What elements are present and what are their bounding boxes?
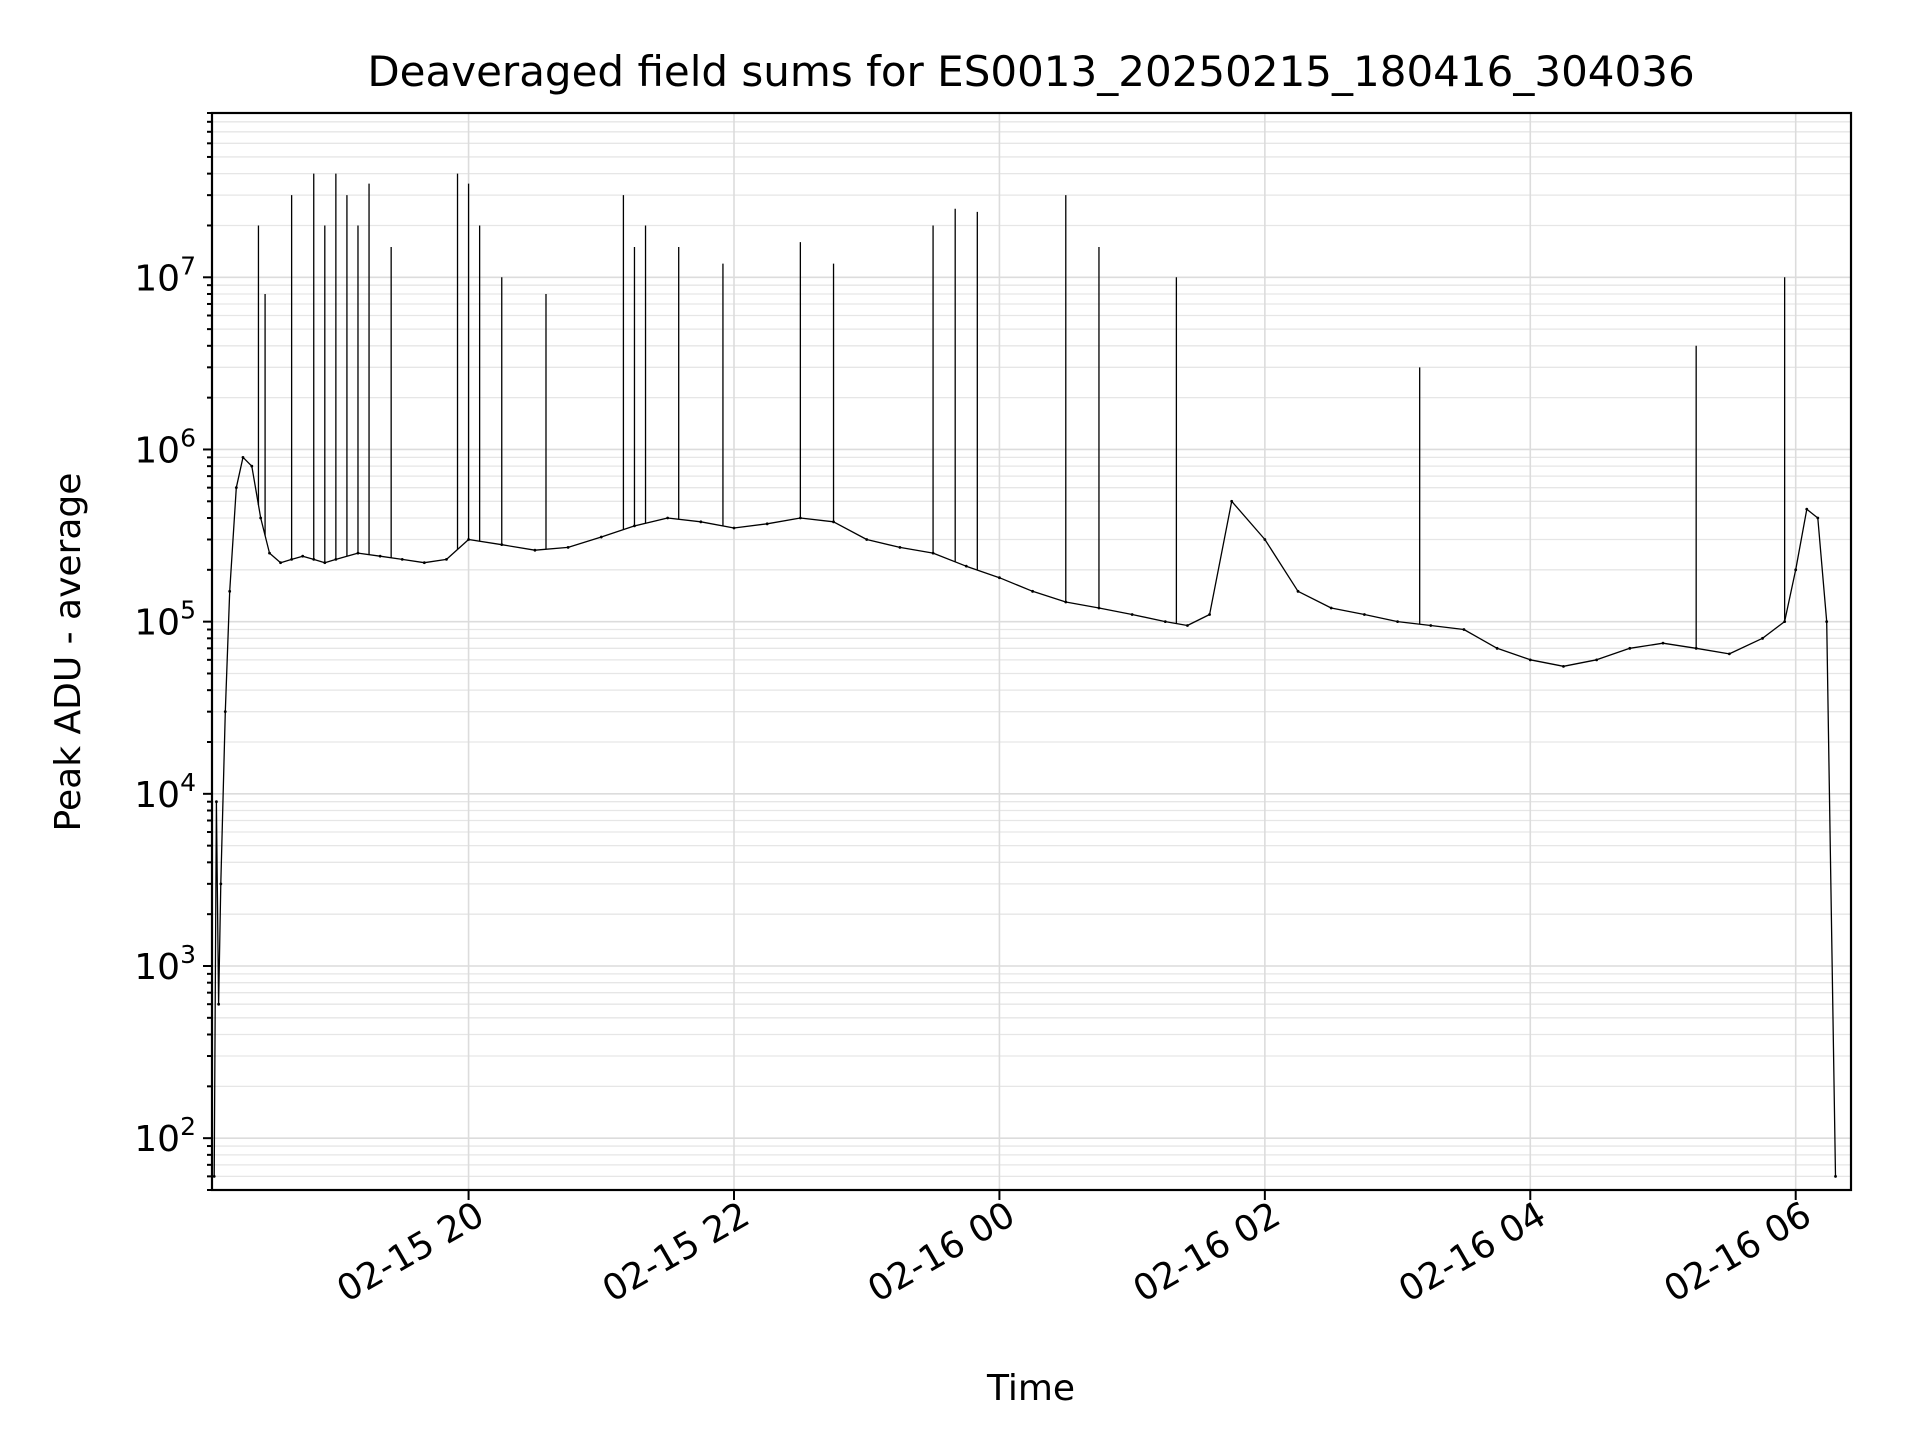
data-point	[1186, 624, 1189, 627]
data-point	[1816, 516, 1820, 520]
x-tick-label: 02-15 22	[596, 1194, 757, 1310]
y-tick-label: 104	[134, 768, 196, 816]
data-point	[250, 464, 254, 468]
series-line	[213, 456, 1837, 1177]
data-point	[422, 561, 426, 565]
data-point	[1130, 613, 1134, 616]
x-tick-label: 02-15 20	[330, 1194, 491, 1310]
data-point	[1805, 507, 1809, 511]
data-point	[259, 516, 263, 520]
data-point	[533, 548, 537, 552]
data-point	[241, 455, 245, 459]
data-point	[234, 486, 238, 490]
data-point	[1528, 658, 1532, 662]
x-tick-label: 02-16 00	[861, 1194, 1022, 1310]
data-point	[219, 882, 223, 886]
data-point	[765, 522, 769, 526]
data-point	[1296, 589, 1300, 593]
data-point	[1794, 568, 1798, 572]
data-point	[1495, 646, 1499, 650]
data-point	[1396, 620, 1399, 624]
data-point	[1031, 589, 1035, 593]
data-point	[1230, 499, 1234, 503]
data-point	[400, 557, 404, 561]
data-point	[1429, 624, 1433, 627]
grid	[212, 112, 1851, 1191]
y-axis: 102 103 104 105 106 107	[134, 112, 212, 1191]
data-point	[1562, 664, 1565, 668]
data-point	[217, 1002, 221, 1006]
y-tick-label: 106	[134, 423, 196, 471]
data-point	[1825, 620, 1829, 624]
data-point	[699, 520, 703, 524]
y-tick-label: 103	[134, 940, 196, 988]
data-point	[223, 710, 227, 714]
data-point	[666, 516, 670, 520]
data-point	[1595, 658, 1599, 662]
x-axis: 02-15 20 02-15 22 02-16 00 02-16 02 02-16 04…	[330, 1190, 1818, 1311]
x-tick-label: 02-16 06	[1658, 1194, 1819, 1310]
data-point	[301, 554, 305, 558]
y-tick-label: 107	[134, 251, 196, 299]
data-point	[865, 538, 869, 541]
data-point	[445, 557, 448, 561]
x-tick-label: 02-16 04	[1392, 1194, 1553, 1310]
y-tick-label: 105	[134, 596, 196, 644]
data-point	[1462, 628, 1466, 631]
data-point	[964, 564, 968, 568]
data-point	[898, 545, 902, 549]
data-point	[566, 545, 570, 549]
data-point	[599, 535, 603, 539]
data-point	[215, 800, 218, 804]
y-axis-label: Peak ADU - average	[48, 473, 89, 832]
data-point	[378, 554, 382, 558]
data-point	[212, 1174, 216, 1178]
y-tick-label: 102	[134, 1112, 196, 1160]
data-point	[1329, 606, 1333, 610]
data-point	[228, 589, 232, 593]
data-point	[1761, 636, 1764, 640]
data-point	[1628, 646, 1632, 650]
x-axis-label: Time	[986, 1368, 1075, 1409]
data-point	[1362, 613, 1366, 616]
data-point	[1834, 1174, 1837, 1178]
data-point	[1661, 641, 1665, 645]
data-point	[1263, 538, 1267, 541]
data-point	[1727, 652, 1731, 656]
data-point	[998, 576, 1001, 580]
series-layer	[212, 173, 1837, 1178]
plot-area	[210, 111, 1853, 1192]
data-point	[732, 526, 736, 530]
data-point	[1208, 613, 1211, 616]
data-point	[268, 551, 271, 555]
x-tick-label: 02-16 02	[1127, 1194, 1288, 1310]
data-point	[1163, 620, 1167, 624]
chart-title: Deaveraged field sums for ES0013_2025021…	[367, 47, 1694, 96]
data-point	[279, 561, 282, 565]
